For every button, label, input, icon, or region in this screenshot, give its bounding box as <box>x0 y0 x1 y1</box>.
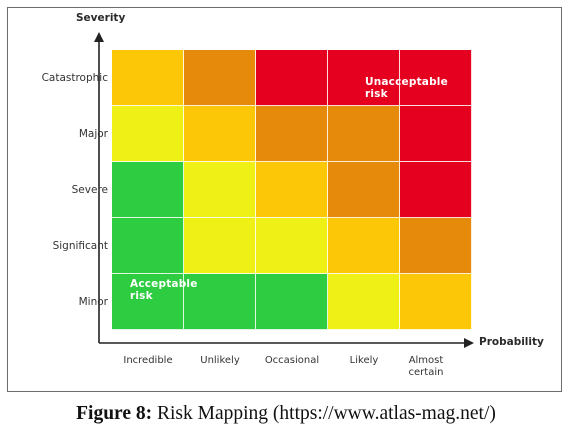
cell-minor-incredible <box>112 274 184 330</box>
row-label-major: Major <box>78 128 108 140</box>
cell-minor-likely <box>328 274 400 330</box>
cell-severe-almost-certain <box>400 162 472 218</box>
y-axis-arrow <box>94 32 104 42</box>
unacceptable-risk-label: Unacceptable risk <box>365 76 448 100</box>
cell-major-almost-certain <box>400 106 472 162</box>
x-axis-arrow <box>464 338 474 348</box>
acceptable-risk-label: Acceptable risk <box>130 278 198 302</box>
cell-minor-occasional <box>256 274 328 330</box>
figure-caption: Figure 8: Risk Mapping (https://www.atla… <box>0 403 572 425</box>
cell-minor-unlikely <box>184 274 256 330</box>
cell-major-incredible <box>112 106 184 162</box>
row-label-significant: Significant <box>52 240 108 252</box>
cell-severe-occasional <box>256 162 328 218</box>
cell-catastrophic-unlikely <box>184 50 256 106</box>
col-label-likely: Likely <box>349 355 379 366</box>
cell-severe-unlikely <box>184 162 256 218</box>
cell-severe-likely <box>328 162 400 218</box>
figure-frame: Severity Probability Catastrophic Major … <box>7 7 562 392</box>
cell-catastrophic-almost-certain <box>400 50 472 106</box>
row-label-minor: Minor <box>78 296 108 308</box>
cell-minor-almost-certain <box>400 274 472 330</box>
row-label-catastrophic: Catastrophic <box>41 72 108 84</box>
cell-significant-occasional <box>256 218 328 274</box>
col-label-incredible: Incredible <box>123 355 173 366</box>
cell-significant-likely <box>328 218 400 274</box>
cell-severe-incredible <box>112 162 184 218</box>
figure-label: Figure 8: <box>76 403 153 424</box>
cell-significant-incredible <box>112 218 184 274</box>
cell-major-likely <box>328 106 400 162</box>
y-axis-title: Severity <box>76 12 126 24</box>
cell-major-unlikely <box>184 106 256 162</box>
cell-catastrophic-incredible <box>112 50 184 106</box>
cell-significant-almost-certain <box>400 218 472 274</box>
row-label-severe: Severe <box>71 184 108 196</box>
col-label-almost-certain: Almost certain <box>408 355 444 378</box>
risk-matrix: Unacceptable risk Acceptable risk <box>112 50 472 330</box>
row-labels: Catastrophic Major Severe Significant Mi… <box>8 8 108 393</box>
cell-significant-unlikely <box>184 218 256 274</box>
cell-catastrophic-likely <box>328 50 400 106</box>
cell-catastrophic-occasional <box>256 50 328 106</box>
col-label-unlikely: Unlikely <box>200 355 240 366</box>
x-axis-title: Probability <box>479 336 544 348</box>
caption-text: Risk Mapping (https://www.atlas-mag.net/… <box>157 403 496 424</box>
cell-major-occasional <box>256 106 328 162</box>
col-label-occasional: Occasional <box>264 355 320 366</box>
axes <box>94 32 474 348</box>
